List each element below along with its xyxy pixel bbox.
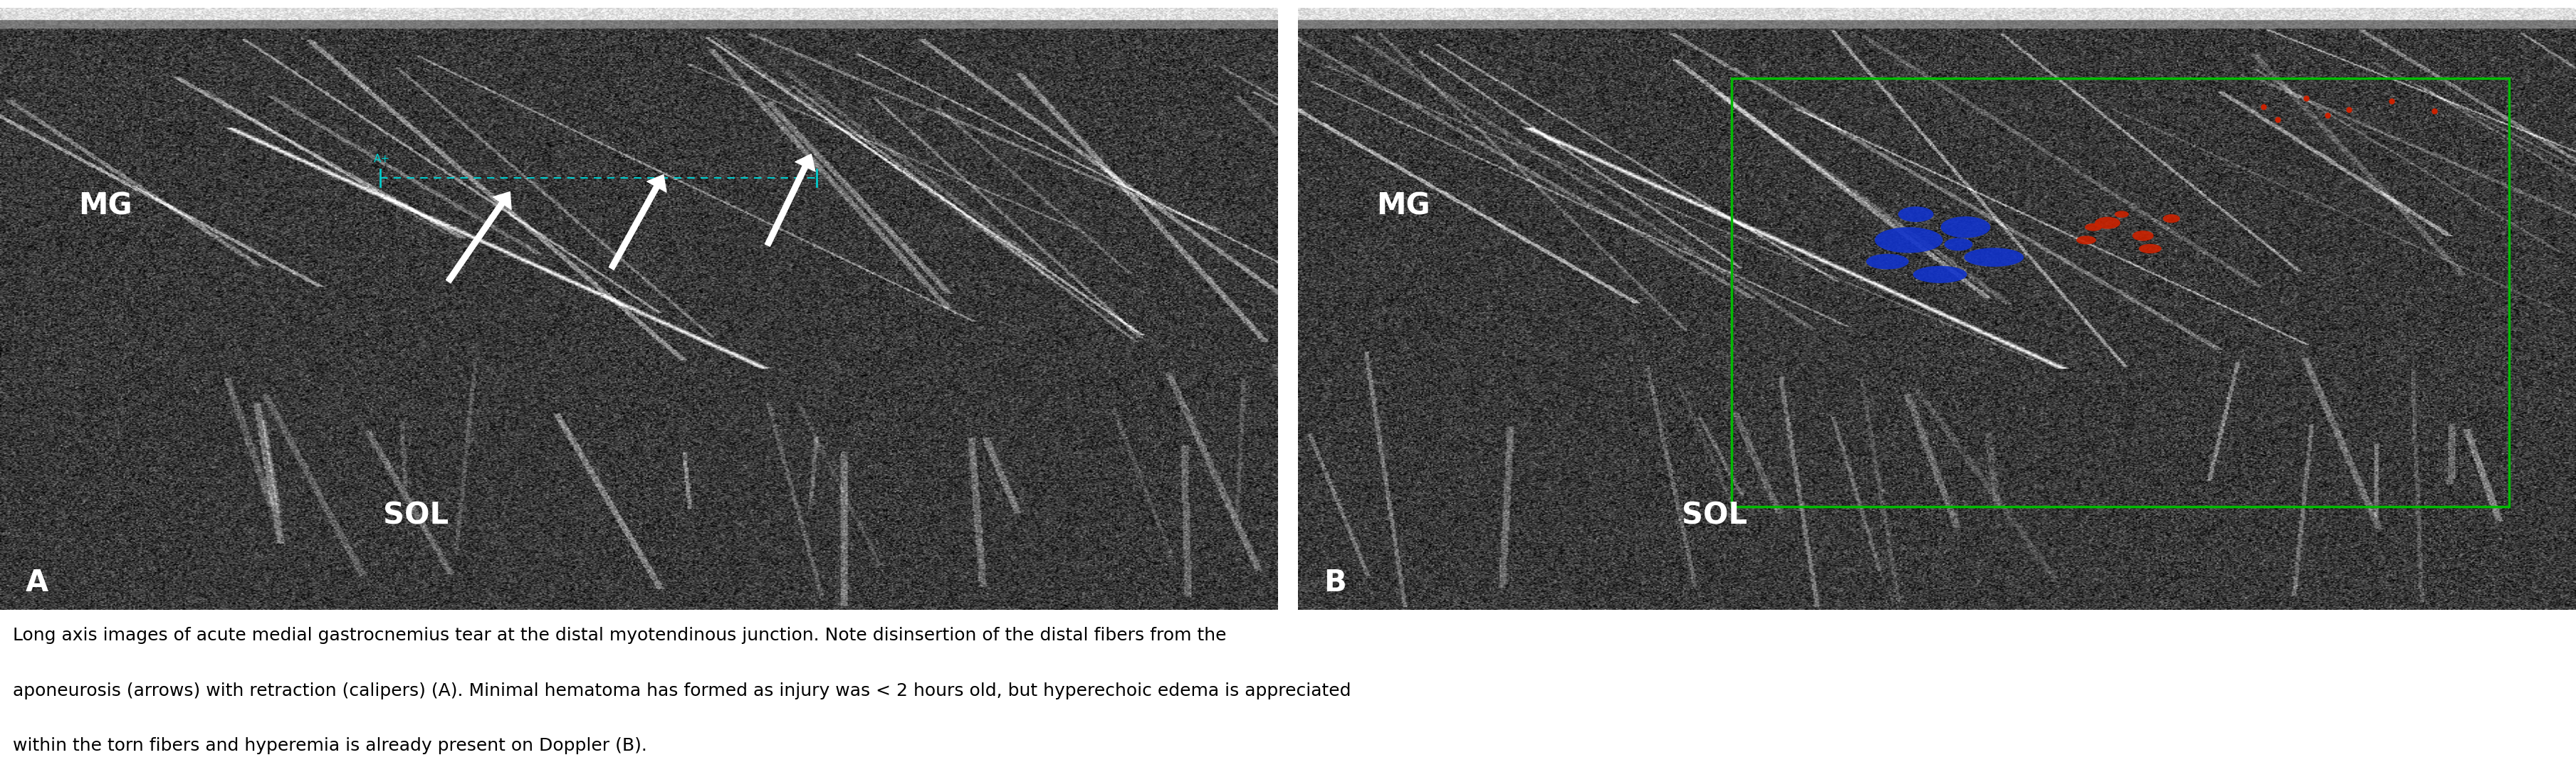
Bar	[1731, 78, 2509, 507]
Text: within the torn fibers and hyperemia is already present on Doppler (B).: within the torn fibers and hyperemia is …	[13, 737, 647, 755]
Text: A: A	[26, 568, 49, 597]
Ellipse shape	[1940, 217, 1991, 238]
Text: SOL: SOL	[1682, 500, 1747, 530]
Ellipse shape	[1945, 238, 1973, 251]
Ellipse shape	[1963, 248, 2025, 267]
Text: B: B	[1324, 568, 1347, 597]
Text: MG: MG	[1376, 191, 1430, 221]
Text: Long axis images of acute medial gastrocnemius tear at the distal myotendinous j: Long axis images of acute medial gastroc…	[13, 627, 1226, 644]
Text: aponeurosis (arrows) with retraction (calipers) (A). Minimal hematoma has formed: aponeurosis (arrows) with retraction (ca…	[13, 682, 1350, 699]
Ellipse shape	[1914, 266, 1968, 283]
Ellipse shape	[2115, 211, 2128, 217]
Text: A+: A+	[374, 154, 389, 164]
Ellipse shape	[2094, 217, 2120, 229]
Ellipse shape	[2164, 214, 2179, 223]
Ellipse shape	[2133, 231, 2154, 241]
Ellipse shape	[1875, 227, 1942, 253]
Text: SOL: SOL	[384, 500, 448, 530]
Text: MG: MG	[77, 191, 131, 221]
Ellipse shape	[1865, 254, 1909, 269]
Ellipse shape	[2084, 224, 2102, 231]
Ellipse shape	[2138, 244, 2161, 253]
Ellipse shape	[1899, 206, 1935, 222]
Ellipse shape	[2076, 236, 2097, 244]
